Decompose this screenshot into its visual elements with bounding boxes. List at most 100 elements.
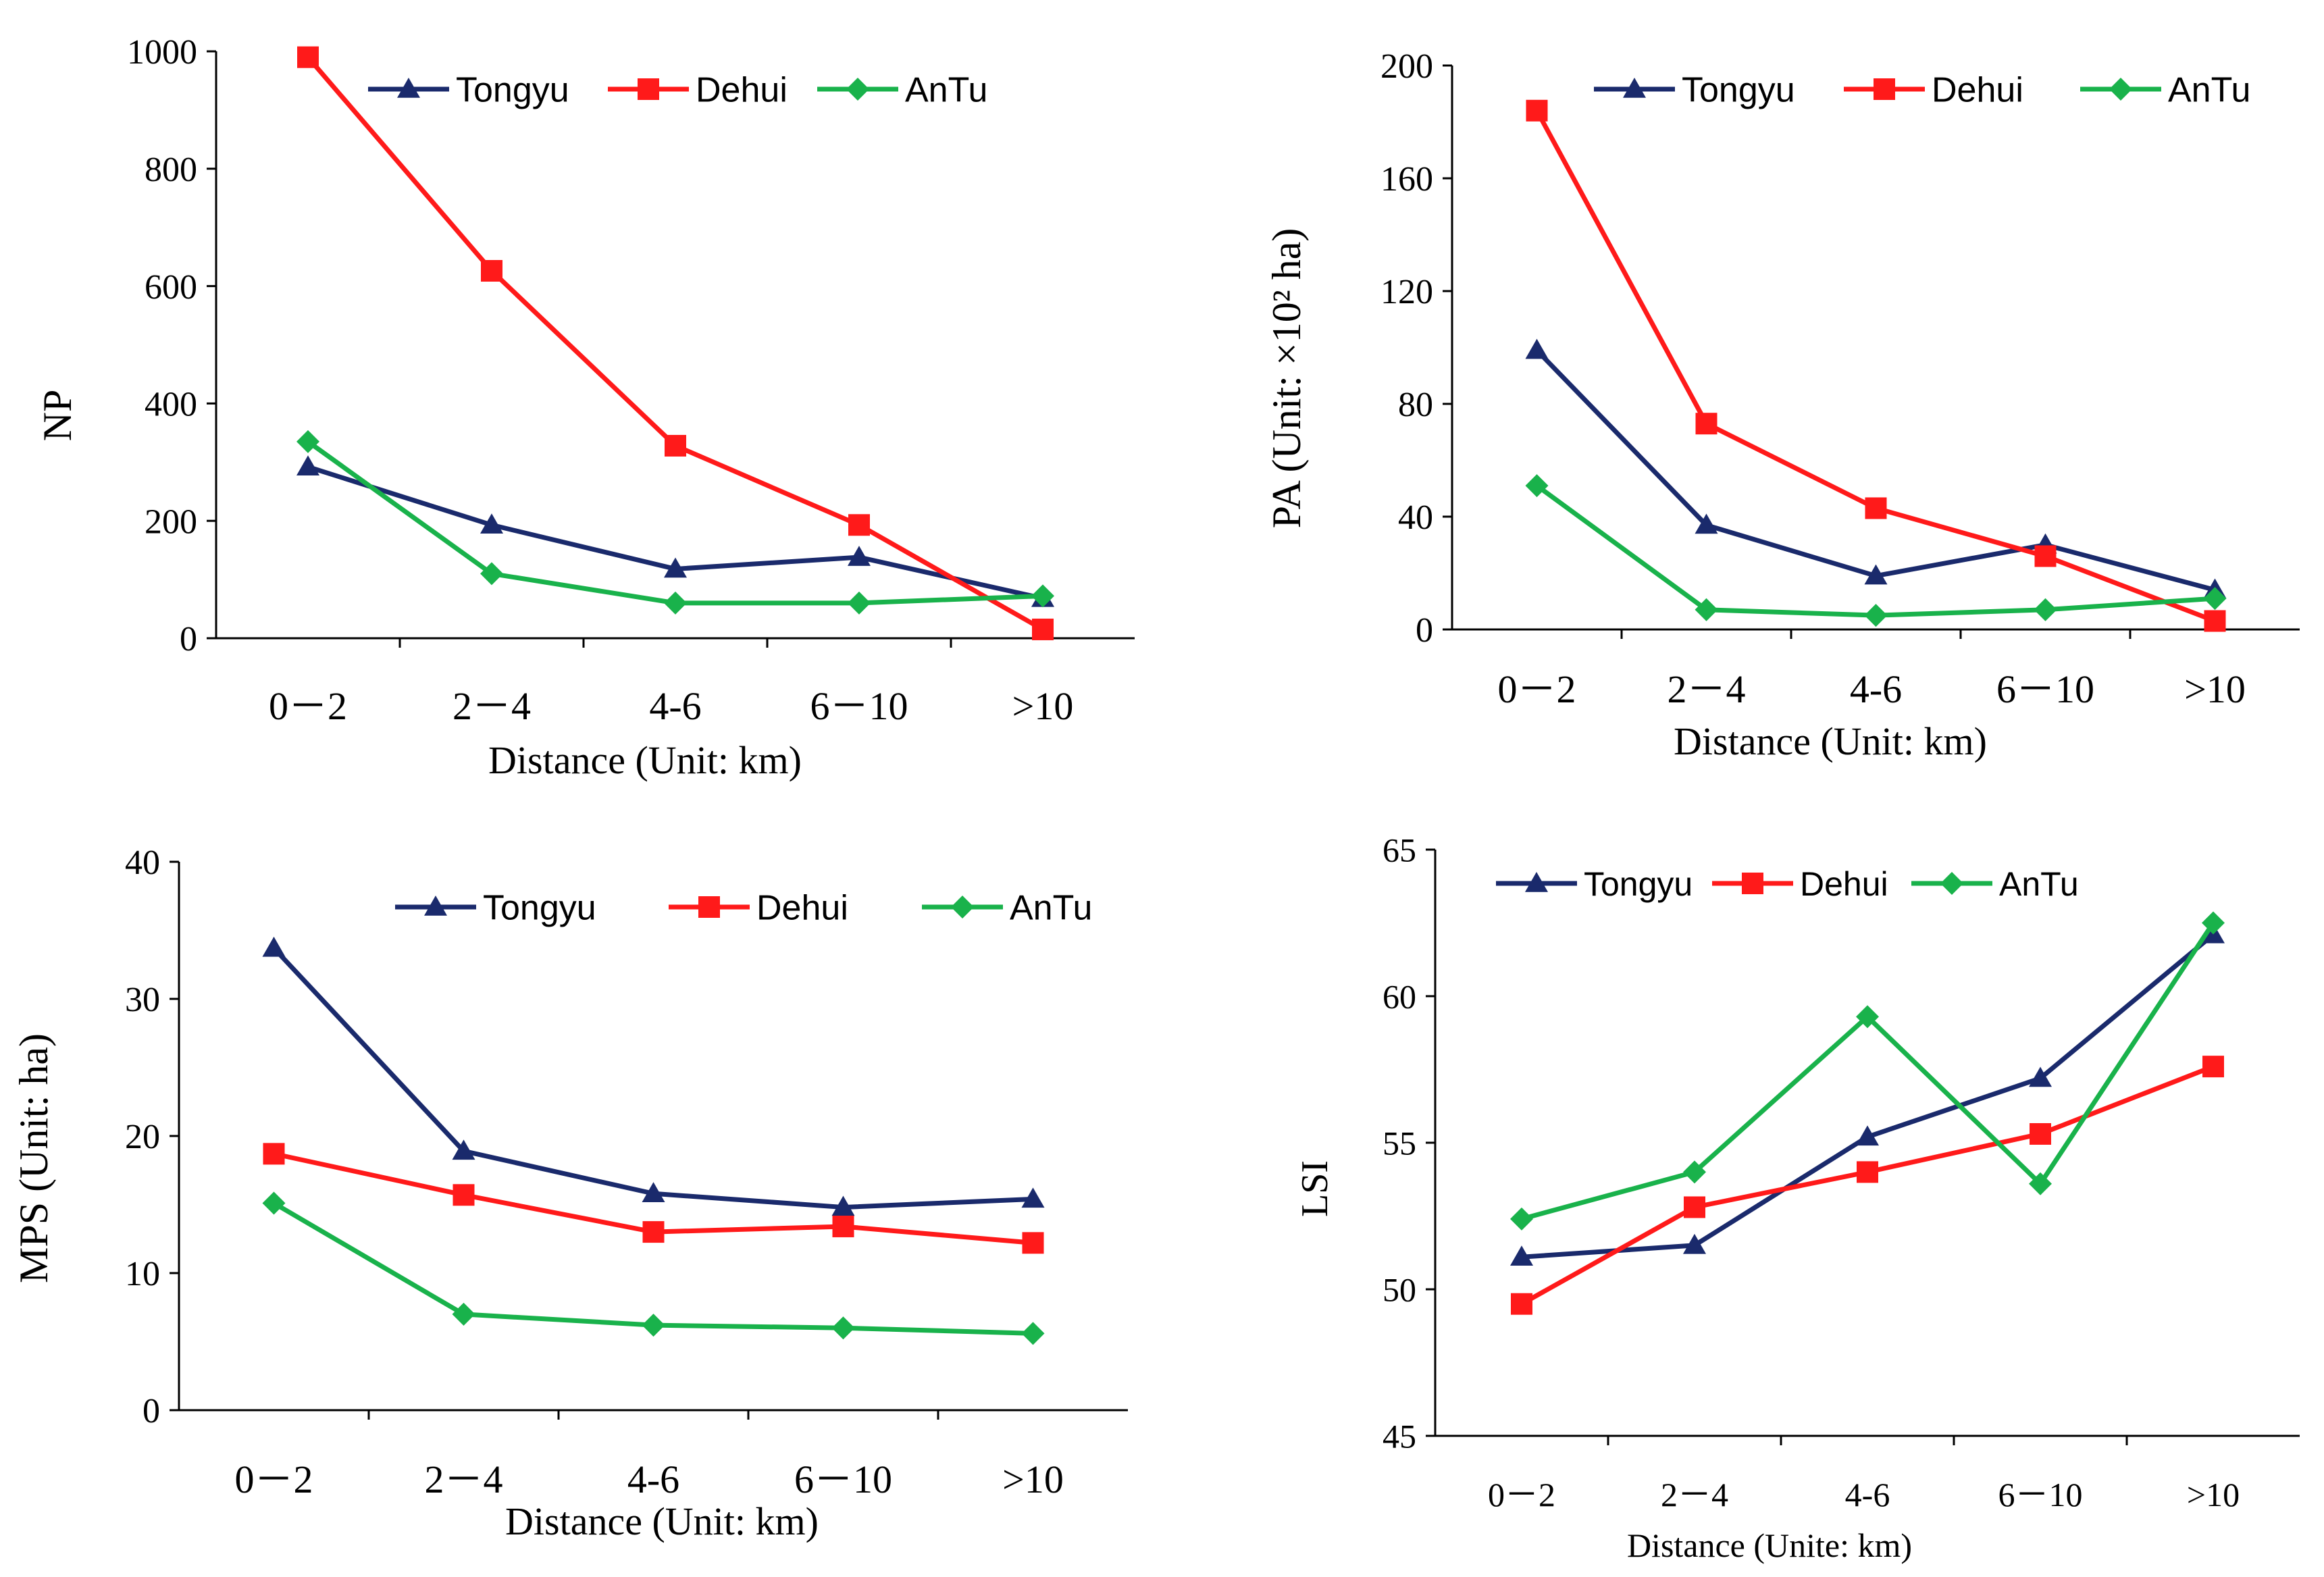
lsi-point-dehui bbox=[2030, 1122, 2051, 1145]
np-y-tick-label: 600 bbox=[145, 268, 197, 307]
lsi-point-antu bbox=[1683, 1160, 1706, 1184]
np-x-tick-label: 4-6 bbox=[649, 684, 701, 728]
np-y-tick-label: 400 bbox=[145, 386, 197, 424]
lsi-y-tick-label: 50 bbox=[1383, 1271, 1416, 1309]
np-chart: 0 200 400 600 800 1000 0－2 2－4 4-6 6－10 >10 Distanc… bbox=[35, 33, 1135, 782]
np-x-tick-label: >10 bbox=[1012, 684, 1074, 728]
np-point-tongyu bbox=[664, 557, 687, 578]
np-x-axis-title: Distance (Unit: km) bbox=[488, 738, 802, 782]
np-series-line-dehui bbox=[305, 55, 1045, 632]
mps-point-dehui bbox=[1022, 1232, 1044, 1254]
pa-x-tick-label: 4-6 bbox=[1850, 667, 1902, 711]
pa-point-antu bbox=[1525, 474, 1549, 498]
np-point-antu bbox=[848, 591, 871, 615]
pa-y-axis-title: PA (Unit: ×10² ha) bbox=[1264, 228, 1309, 529]
mps-legend-item-antu: AnTu bbox=[922, 889, 1092, 928]
pa-legend-marker bbox=[2109, 78, 2132, 101]
lsi-legend-item-dehui: Dehui bbox=[1712, 865, 1888, 903]
mps-point-antu bbox=[831, 1316, 855, 1340]
lsi-legend-label: Tongyu bbox=[1584, 865, 1693, 903]
np-y-tick-label: 200 bbox=[145, 502, 197, 541]
np-legend-item-antu: AnTu bbox=[817, 71, 987, 110]
mps-legend-label: Dehui bbox=[756, 889, 848, 928]
pa-point-antu bbox=[1695, 598, 1718, 621]
pa-y-tick-label: 200 bbox=[1380, 47, 1433, 86]
np-series-line-tongyu bbox=[305, 464, 1045, 601]
pa-series-line-dehui bbox=[1534, 108, 2217, 623]
mps-point-antu bbox=[262, 1191, 286, 1215]
lsi-point-tongyu bbox=[1683, 1233, 1706, 1254]
mps-x-tick-label: 0－2 bbox=[234, 1457, 313, 1501]
mps-point-tongyu bbox=[831, 1195, 855, 1216]
pa-point-dehui bbox=[2034, 545, 2057, 567]
lsi-legend-label: AnTu bbox=[1999, 865, 2079, 903]
pa-legend-label: Dehui bbox=[1932, 71, 2023, 110]
mps-y-tick-label: 30 bbox=[125, 981, 160, 1019]
np-point-dehui bbox=[665, 434, 686, 457]
lsi-x-tick-label: 0－2 bbox=[1488, 1476, 1555, 1514]
pa-legend-label: Tongyu bbox=[1682, 71, 1795, 110]
lsi-x-tick-label: 2－4 bbox=[1661, 1476, 1728, 1514]
mps-legend-label: Tongyu bbox=[483, 889, 596, 928]
mps-legend-item-tongyu: Tongyu bbox=[395, 889, 596, 928]
np-x-tick-label: 2－4 bbox=[453, 684, 531, 728]
pa-x-tick-label: >10 bbox=[2184, 667, 2246, 711]
pa-point-dehui bbox=[1526, 99, 1548, 122]
lsi-x-tick-label: 4-6 bbox=[1845, 1476, 1890, 1514]
lsi-x-tick-label: 6－10 bbox=[1998, 1476, 2083, 1514]
pa-point-dehui bbox=[1695, 413, 1718, 435]
pa-y-tick-label: 0 bbox=[1416, 611, 1433, 650]
mps-point-dehui bbox=[453, 1184, 475, 1206]
mps-y-tick-label: 0 bbox=[143, 1392, 160, 1430]
lsi-point-tongyu bbox=[1510, 1245, 1533, 1266]
np-y-axis-title: NP bbox=[35, 390, 80, 442]
np-legend-label: Dehui bbox=[696, 71, 787, 110]
mps-point-tongyu bbox=[452, 1139, 475, 1160]
mps-point-tongyu bbox=[642, 1182, 665, 1203]
mps-point-tongyu bbox=[262, 936, 286, 957]
pa-point-tongyu bbox=[1525, 338, 1549, 359]
mps-legend-marker bbox=[951, 896, 974, 919]
mps-chart: 0 10 20 30 40 0－2 2－4 4-6 6－10 >10 Distance (Unit:… bbox=[11, 844, 1128, 1543]
lsi-legend-label: Dehui bbox=[1800, 865, 1888, 903]
lsi-y-tick-label: 65 bbox=[1383, 831, 1416, 869]
pa-legend-label: AnTu bbox=[2168, 71, 2250, 110]
mps-point-dehui bbox=[642, 1221, 665, 1243]
lsi-point-antu bbox=[1510, 1207, 1533, 1231]
mps-legend-marker bbox=[698, 896, 720, 918]
np-legend-item-tongyu: Tongyu bbox=[368, 71, 569, 110]
mps-point-antu bbox=[452, 1302, 475, 1326]
pa-point-antu bbox=[2034, 598, 2057, 621]
lsi-series-line-tongyu bbox=[1519, 932, 2216, 1260]
mps-legend-item-dehui: Dehui bbox=[669, 889, 848, 928]
lsi-point-antu bbox=[1856, 1005, 1879, 1029]
np-point-tongyu bbox=[296, 455, 319, 476]
mps-point-dehui bbox=[263, 1143, 285, 1165]
np-point-antu bbox=[664, 591, 687, 615]
np-y-tick-label: 0 bbox=[180, 620, 197, 658]
lsi-chart: 45 50 55 60 65 0－2 2－4 4-6 6－10 >10 Distance (Unit… bbox=[1294, 831, 2300, 1564]
pa-y-tick-label: 160 bbox=[1380, 160, 1433, 199]
lsi-legend-item-antu: AnTu bbox=[1911, 865, 2079, 903]
lsi-point-dehui bbox=[1511, 1293, 1532, 1315]
mps-legend-label: AnTu bbox=[1010, 889, 1092, 928]
mps-series-line-tongyu bbox=[272, 946, 1035, 1210]
lsi-point-dehui bbox=[1857, 1161, 1878, 1183]
pa-x-tick-label: 6－10 bbox=[1996, 667, 2094, 711]
lsi-x-tick-label: >10 bbox=[2187, 1476, 2240, 1514]
pa-legend-marker bbox=[1874, 78, 1895, 100]
np-x-tick-label: 0－2 bbox=[269, 684, 347, 728]
lsi-point-dehui bbox=[2202, 1056, 2224, 1078]
pa-point-tongyu bbox=[1864, 564, 1888, 585]
mps-legend-marker bbox=[424, 896, 447, 916]
np-point-dehui bbox=[848, 514, 870, 536]
pa-y-tick-label: 120 bbox=[1380, 273, 1433, 311]
mps-point-antu bbox=[642, 1314, 665, 1337]
mps-x-tick-label: 2－4 bbox=[424, 1457, 502, 1501]
np-legend-item-dehui: Dehui bbox=[608, 71, 787, 110]
mps-y-axis-title: MPS (Unit: ha) bbox=[11, 1033, 56, 1283]
np-x-tick-label: 6－10 bbox=[810, 684, 908, 728]
pa-x-tick-label: 2－4 bbox=[1667, 667, 1745, 711]
lsi-legend-marker bbox=[1742, 873, 1763, 894]
